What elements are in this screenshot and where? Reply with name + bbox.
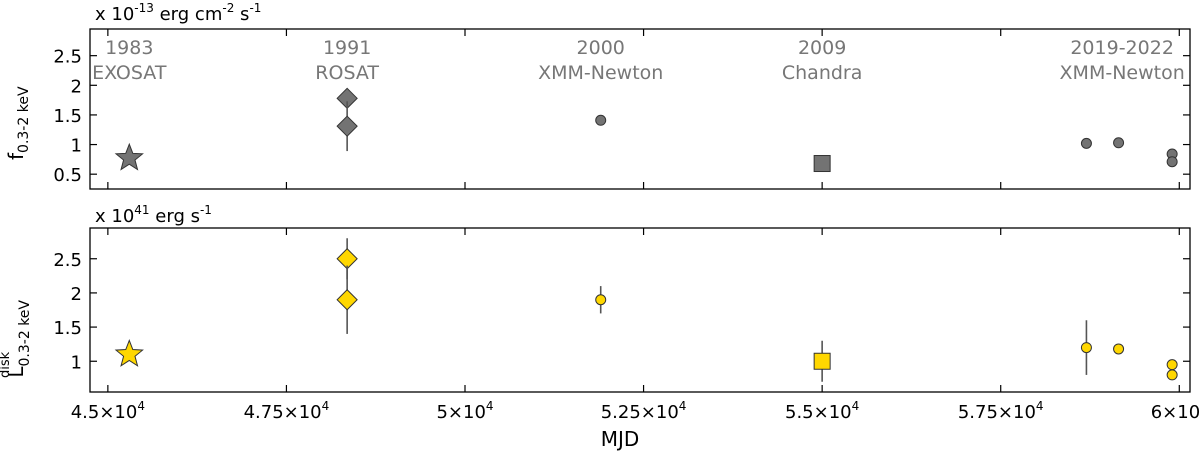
- x-tick-label: 4.5×104: [71, 399, 145, 423]
- data-point-circle: [1166, 156, 1178, 168]
- x-tick-label: 5.5×104: [785, 399, 859, 423]
- top-y-axis-label: f0.3-2 keV: [4, 86, 32, 160]
- x-axis-title: MJD: [601, 427, 640, 451]
- data-point-star: [114, 142, 144, 171]
- y-tick-label: 2: [71, 76, 82, 97]
- annotation-mission: ROSAT: [315, 62, 379, 84]
- y-tick-label: 1.5: [53, 106, 82, 127]
- y-tick-label: 2.5: [53, 47, 82, 68]
- data-point-circle: [1080, 342, 1092, 354]
- data-point-diamond: [336, 289, 358, 311]
- top-panel: x 10-13 erg cm-2 s-1 1983 EXOSAT 1991 ROSAT…: [4, 1, 1191, 190]
- y-tick-label: 1: [71, 352, 82, 373]
- annotation-year: 1983: [105, 37, 153, 59]
- top-plot-frame: [89, 28, 1191, 190]
- bottom-y-axis-label: L0.3-2 keVdisk: [0, 300, 33, 378]
- x-tick-label: 5.25×104: [601, 399, 687, 423]
- data-point-circle: [1166, 359, 1178, 371]
- bottom-plot-frame: [89, 227, 1191, 393]
- bottom-data-points: [114, 238, 1178, 382]
- bottom-panel: x 1041 erg s-1 1 1.5 2 2.5 L0.3-2 keVdisk: [0, 203, 1191, 393]
- top-y-ticks: 0.5 1 1.5 2 2.5: [53, 47, 1190, 186]
- annotation-mission: XMM-Newton: [538, 62, 663, 84]
- data-point-circle: [595, 114, 607, 126]
- data-point-square: [813, 155, 831, 173]
- data-point-circle: [1113, 343, 1125, 355]
- annotation-mission: Chandra: [782, 62, 863, 84]
- bottom-unit-label: x 1041 erg s-1: [95, 203, 212, 227]
- annotation-year: 2000: [577, 37, 625, 59]
- data-point-star: [114, 339, 144, 367]
- data-point-circle: [1113, 137, 1125, 149]
- x-tick-label: 4.75×104: [244, 399, 330, 423]
- annotation-year: 1991: [323, 37, 371, 59]
- x-axis-ticks: 4.5×104 4.75×104 5×104 5.25×104 5.5×104 5.75×…: [71, 29, 1200, 423]
- top-data-points: [114, 87, 1178, 173]
- annotation-mission: EXOSAT: [92, 62, 167, 84]
- x-tick-label: 6×104: [1151, 399, 1200, 423]
- top-unit-label: x 10-13 erg cm-2 s-1: [95, 1, 261, 25]
- mission-annotations: 1983 EXOSAT 1991 ROSAT 2000 XMM-Newton 2009 Cha…: [92, 37, 1185, 84]
- data-point-circle: [1080, 137, 1092, 149]
- annotation-mission: XMM-Newton: [1060, 62, 1185, 84]
- y-tick-label: 2.5: [53, 250, 82, 271]
- x-tick-label: 5×104: [436, 399, 493, 423]
- y-tick-label: 1.5: [53, 318, 82, 339]
- data-point-circle: [595, 294, 607, 306]
- data-point-circle: [1166, 369, 1178, 381]
- y-tick-label: 1: [71, 136, 82, 157]
- x-tick-label: 5.75×104: [958, 399, 1044, 423]
- data-point-square: [813, 352, 831, 370]
- y-tick-label: 0.5: [53, 165, 82, 186]
- bottom-y-ticks: 1 1.5 2 2.5: [53, 250, 1190, 373]
- y-tick-label: 2: [71, 284, 82, 305]
- annotation-year: 2019-2022: [1070, 37, 1174, 59]
- data-point-diamond: [336, 115, 358, 137]
- annotation-year: 2009: [798, 37, 846, 59]
